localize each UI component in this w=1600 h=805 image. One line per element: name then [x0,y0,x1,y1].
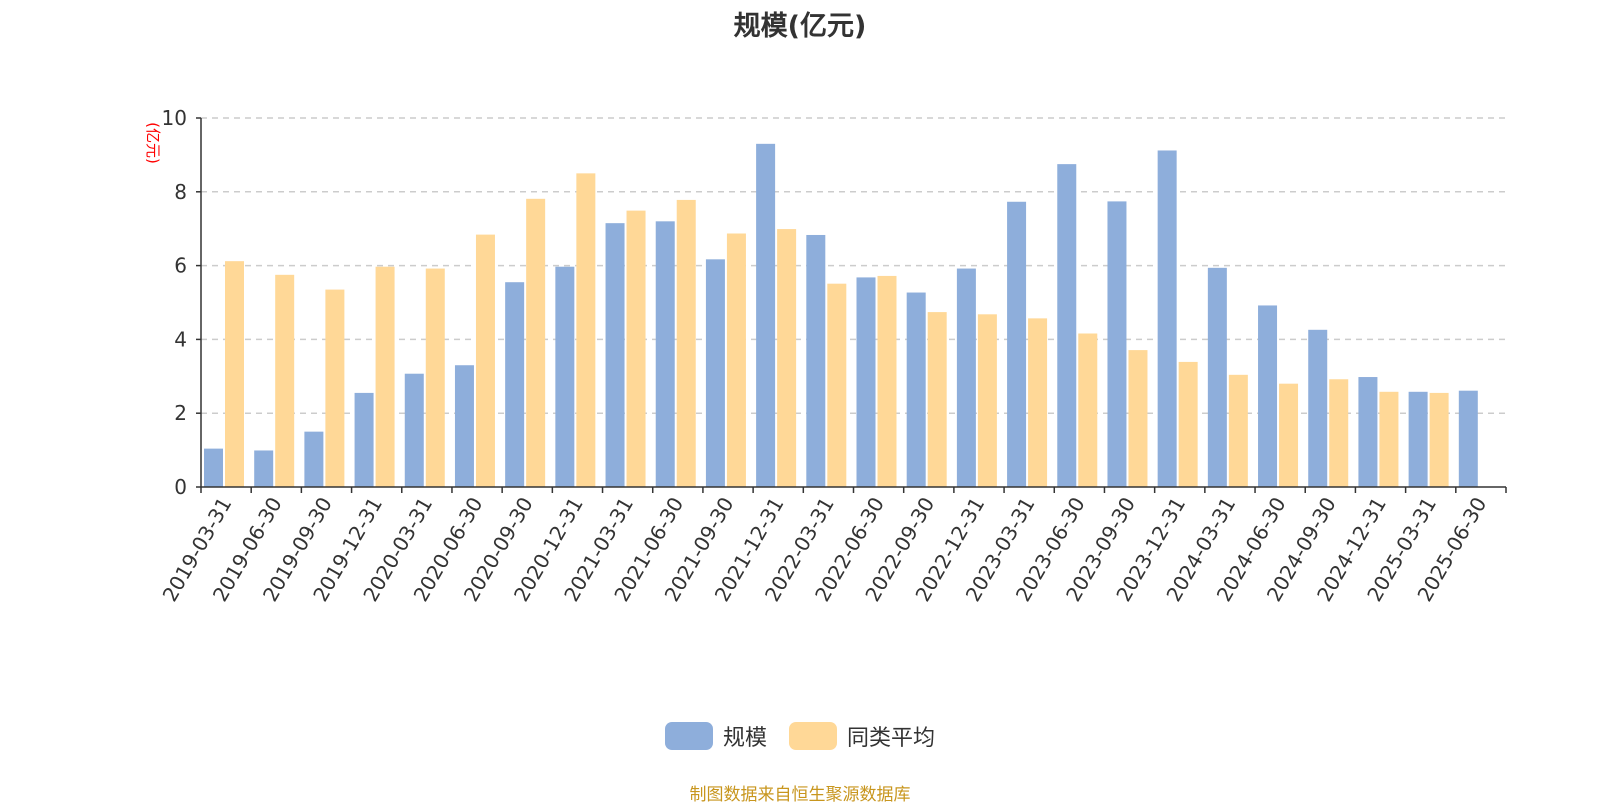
y-tick-label: 6 [174,254,187,278]
bar-peer-average[interactable] [1028,318,1048,487]
legend-swatch-peer-average [789,722,837,750]
bar-scale[interactable] [856,277,876,487]
bar-peer-average[interactable] [1228,374,1248,487]
bar-peer-average[interactable] [676,199,696,487]
bar-scale[interactable] [1358,377,1378,487]
bar-peer-average[interactable] [475,234,495,487]
bar-scale[interactable] [454,365,474,487]
legend: 规模 同类平均 [0,720,1600,752]
bar-peer-average[interactable] [1429,392,1449,487]
bar-peer-average[interactable] [1178,361,1198,487]
legend-label-peer-average: 同类平均 [847,726,936,751]
bar-scale[interactable] [956,268,976,487]
legend-swatch-scale [664,722,713,750]
bar-scale[interactable] [555,266,575,487]
bar-peer-average[interactable] [777,229,797,487]
bar-peer-average[interactable] [626,210,646,487]
bar-peer-average[interactable] [1128,350,1148,487]
bar-peer-average[interactable] [726,233,746,487]
bar-scale[interactable] [906,292,926,487]
bar-peer-average[interactable] [1279,383,1299,487]
bar-scale[interactable] [655,221,675,487]
gridlines [201,117,1506,414]
bar-scale[interactable] [304,431,324,487]
y-tick-label: 8 [174,180,187,204]
bar-peer-average[interactable] [827,283,847,487]
bar-peer-average[interactable] [425,268,445,487]
bar-scale[interactable] [354,392,374,487]
bar-scale[interactable] [254,450,274,487]
bar-scale[interactable] [404,373,424,487]
bar-peer-average[interactable] [977,314,997,487]
bar-peer-average[interactable] [927,312,947,487]
bar-scale[interactable] [1408,391,1428,487]
bar-peer-average[interactable] [275,274,295,487]
y-tick-label: 10 [162,106,187,130]
bar-scale[interactable] [1007,201,1027,487]
bar-peer-average[interactable] [225,261,244,487]
bar-scale[interactable] [505,282,525,487]
bar-peer-average[interactable] [526,198,546,487]
bar-peer-average[interactable] [877,275,897,487]
bar-scale[interactable] [1207,267,1227,487]
source-note: 制图数据来自恒生聚源数据库 [689,785,911,805]
bar-peer-average[interactable] [576,173,596,487]
bar-scale[interactable] [1458,390,1478,487]
bar-scale[interactable] [1258,305,1278,487]
bar-peer-average[interactable] [1078,333,1098,487]
bars [204,143,1478,488]
legend-item-peer-average[interactable]: 同类平均 [789,720,935,752]
bar-scale[interactable] [1308,329,1328,487]
bar-peer-average[interactable] [1379,391,1399,487]
bar-scale[interactable] [1157,150,1177,488]
legend-item-scale[interactable]: 规模 [664,720,767,752]
chart-title: 规模(亿元) [733,11,867,42]
bar-scale[interactable] [705,259,725,487]
y-tick-label: 2 [174,401,187,425]
bar-scale[interactable] [1107,201,1127,488]
bar-scale[interactable] [756,143,776,487]
bar-scale[interactable] [204,448,223,487]
bar-peer-average[interactable] [375,266,395,487]
legend-label-scale: 规模 [722,726,767,751]
bar-scale[interactable] [1057,164,1077,487]
bar-scale[interactable] [605,223,625,488]
y-tick-label: 0 [174,475,187,499]
bar-peer-average[interactable] [325,289,345,487]
y-axis-unit-label: (亿元) [144,122,162,164]
y-tick-label: 4 [174,327,187,351]
bar-scale[interactable] [806,234,826,487]
bar-peer-average[interactable] [1329,379,1349,487]
